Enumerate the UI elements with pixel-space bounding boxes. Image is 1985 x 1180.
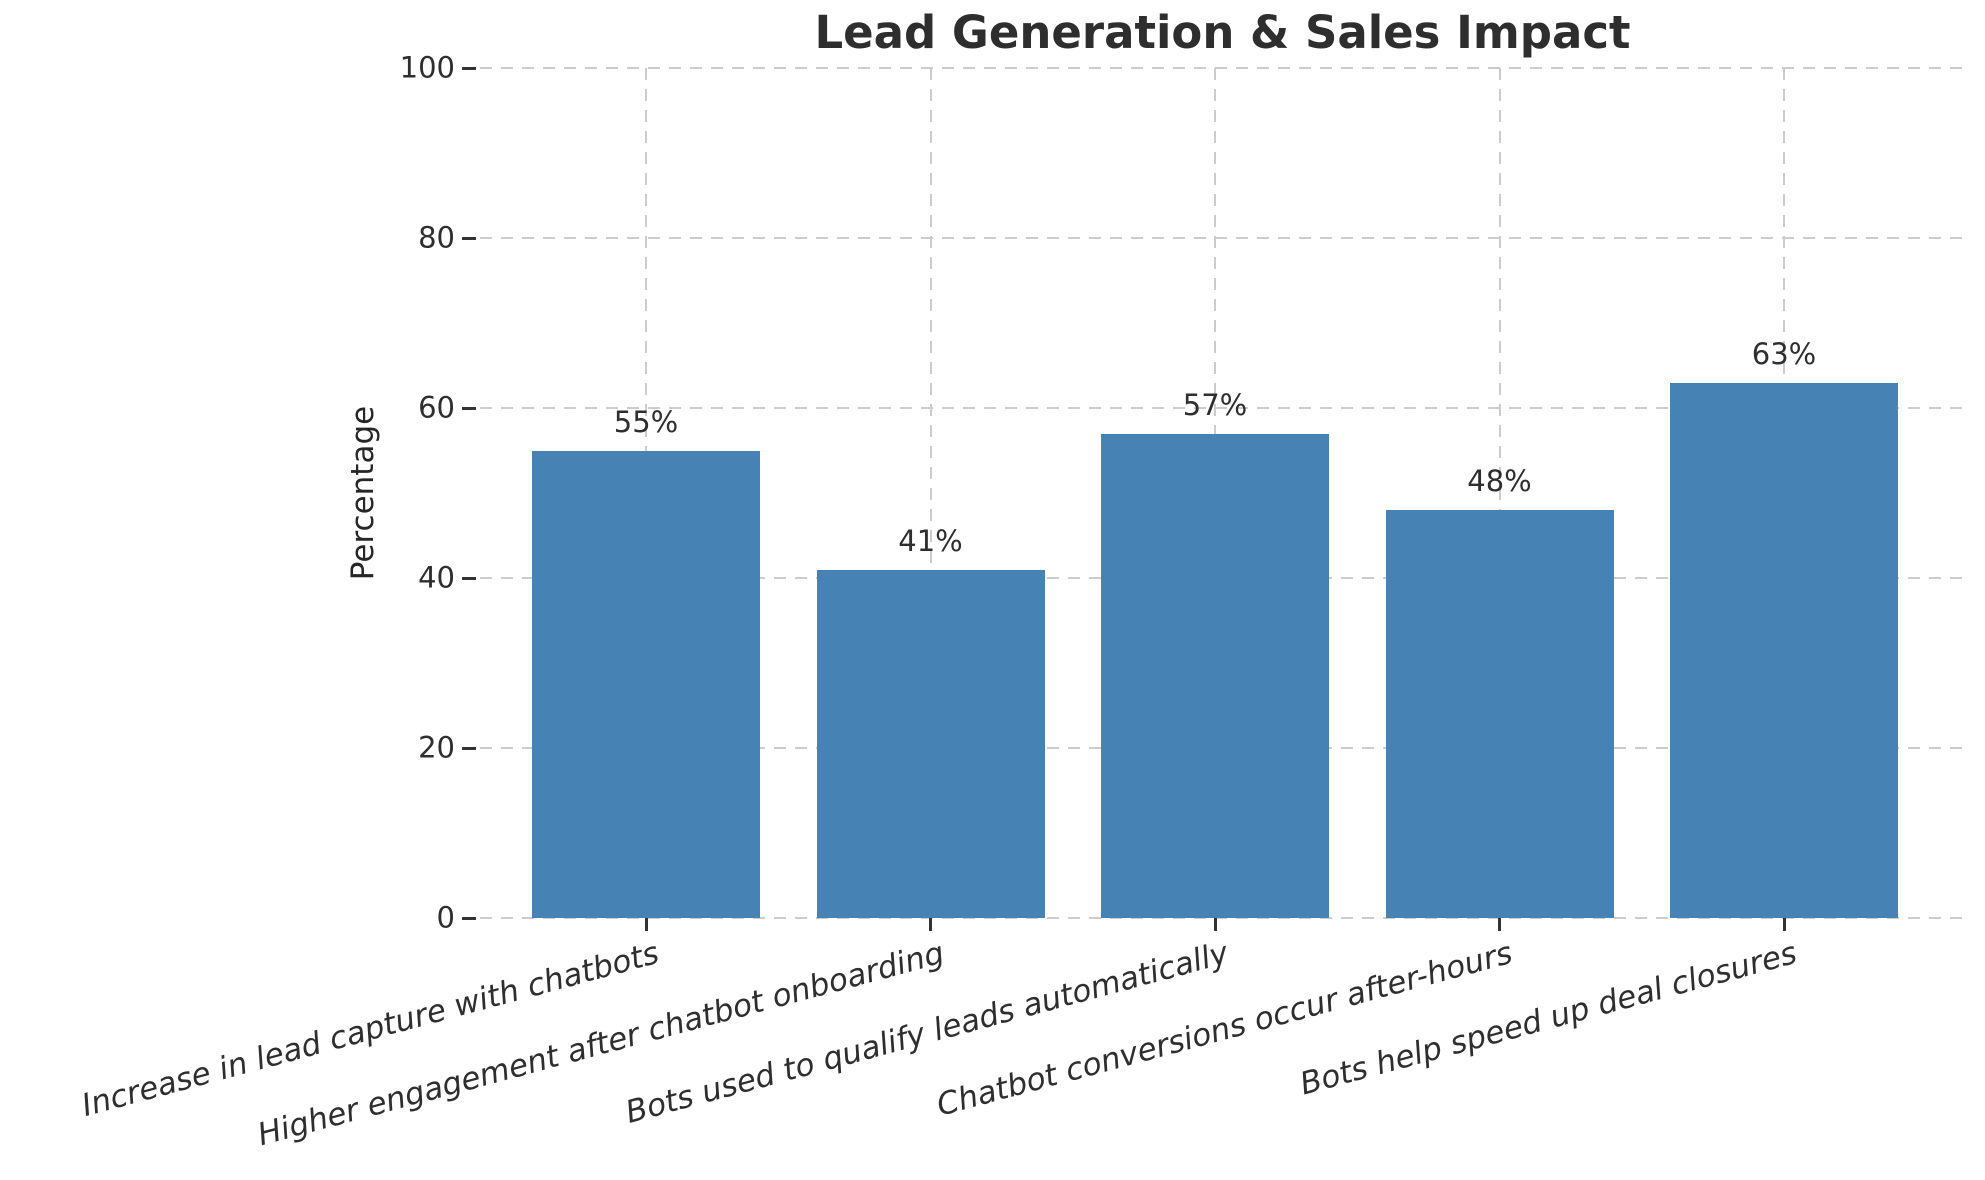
x-tick-mark: [644, 918, 648, 931]
y-tick-mark: [462, 66, 476, 70]
h-gridline: [480, 407, 1965, 409]
x-tick-label: Bots help speed up deal closures: [1296, 935, 1802, 1103]
bar: [816, 569, 1045, 918]
y-tick-label: 20: [418, 730, 455, 765]
v-gridline: [1498, 68, 1501, 918]
bar: [532, 450, 760, 918]
y-tick-label: 0: [436, 900, 455, 935]
bar-value-label: 48%: [1467, 464, 1532, 498]
y-tick-label: 100: [399, 50, 455, 85]
y-tick-mark: [462, 406, 476, 410]
y-tick-label: 80: [418, 220, 455, 255]
bar: [1670, 382, 1898, 918]
bar-value-label: 41%: [898, 523, 963, 558]
y-tick-label: 40: [418, 560, 455, 595]
h-gridline: [480, 67, 1965, 69]
y-tick-mark: [462, 746, 476, 750]
y-tick-label: 60: [418, 390, 455, 425]
x-tick-mark: [1782, 918, 1786, 931]
x-tick-mark: [1213, 918, 1217, 931]
bar-value-label: 57%: [1182, 387, 1248, 422]
y-tick-mark: [462, 576, 476, 580]
chart-title: Lead Generation & Sales Impact: [814, 6, 1631, 59]
h-gridline: [480, 917, 1965, 919]
bar-value-label: 63%: [1751, 336, 1817, 371]
x-tick-mark: [1498, 918, 1501, 931]
h-gridline: [480, 237, 1965, 239]
bar: [1101, 433, 1329, 918]
y-axis-label: Percentage: [345, 405, 381, 581]
x-tick-mark: [929, 918, 932, 931]
y-tick-mark: [462, 916, 476, 920]
bar-value-label: 55%: [613, 404, 679, 439]
y-tick-mark: [462, 236, 476, 240]
v-gridline: [929, 68, 932, 918]
plot-area: 0 20 40 60 80 100 55% Increase in lead capture …: [78, 53, 1965, 1153]
bar: [1385, 510, 1614, 918]
